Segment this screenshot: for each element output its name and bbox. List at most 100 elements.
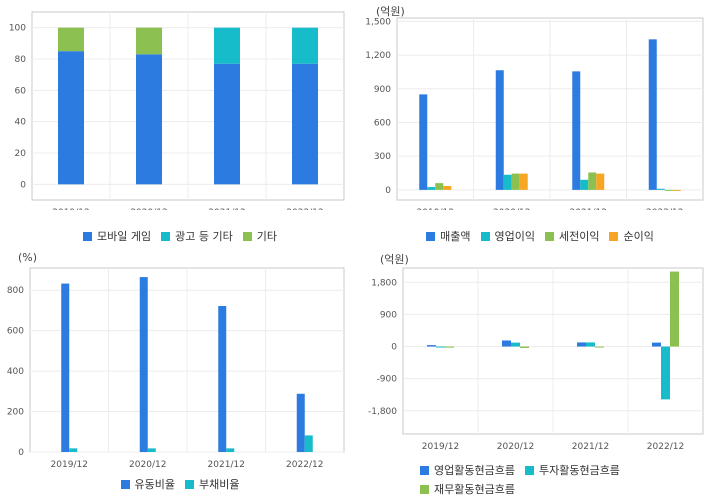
y-tick-label: 600 bbox=[7, 327, 24, 337]
legend-item[interactable]: 재무활동현금흐름 bbox=[420, 481, 515, 497]
bar-순이익-2020/12 bbox=[519, 173, 528, 190]
chart-revenue-mix-legend: 모바일 게임 광고 등 기타 기타 bbox=[10, 228, 350, 244]
bar-매출액-2019/12 bbox=[419, 94, 428, 190]
chart-ratios: (%) 0 200 400 600 800 2019/12 2020/12 2021/12 20… bbox=[0, 248, 360, 496]
y-tick-label: 200 bbox=[7, 408, 24, 418]
legend-label: 영업이익 bbox=[494, 230, 535, 243]
y-tick-label: -1,800 bbox=[368, 407, 397, 417]
legend-swatch bbox=[83, 231, 93, 241]
x-tick-label: 2021/12 bbox=[208, 460, 245, 468]
bar-유동비율-2022/12 bbox=[296, 393, 305, 452]
bar-투자활동현금흐름-2022/12 bbox=[661, 346, 670, 400]
legend-swatch bbox=[545, 231, 554, 241]
bar-세전이익-2022/12 bbox=[664, 189, 673, 191]
legend-label: 순이익 bbox=[623, 230, 654, 243]
bar-유동비율-2021/12 bbox=[218, 306, 227, 452]
y-tick-label: 300 bbox=[374, 152, 391, 162]
bar-세전이익-2019/12 bbox=[435, 183, 444, 190]
bar-영업이익-2020/12 bbox=[503, 174, 512, 190]
legend-item[interactable]: 영업활동현금흐름 bbox=[420, 462, 515, 478]
legend-swatch bbox=[609, 231, 619, 241]
y-tick-label: 0 bbox=[391, 343, 397, 353]
chart-income-plot: 0 300 600 900 1,200 1,500 2019/12 2020/12 2021/1… bbox=[365, 17, 704, 210]
legend-label: 영업활동현금흐름 bbox=[434, 464, 515, 477]
y-tick-label: 900 bbox=[380, 310, 397, 320]
bar-부채비율-2019/12 bbox=[69, 448, 78, 452]
legend-swatch bbox=[161, 231, 171, 241]
x-tick-label: 2021/12 bbox=[572, 442, 609, 452]
legend-swatch bbox=[420, 484, 429, 494]
chart-ratios-legend: 유동비율 부채비율 bbox=[10, 476, 350, 492]
legend-item[interactable]: 부채비율 bbox=[185, 476, 239, 492]
bar-모바일 게임-2022/12 bbox=[292, 63, 318, 185]
legend-swatch bbox=[524, 465, 534, 475]
x-tick-label: 2019/12 bbox=[422, 442, 459, 452]
y-tick-label: 800 bbox=[7, 286, 24, 296]
chart-cashflow-unit: (억원) bbox=[380, 253, 409, 266]
bar-재무활동현금흐름-2020/12 bbox=[520, 346, 529, 348]
bar-모바일 게임-2021/12 bbox=[214, 63, 240, 185]
legend-swatch bbox=[120, 479, 130, 489]
chart-income-legend: 매출액 영업이익 세전이익 순이익 bbox=[370, 228, 710, 244]
legend-item[interactable]: 투자활동현금흐름 bbox=[524, 462, 620, 478]
chart-revenue-mix: 0 20 40 60 80 100 2019/12 2020/12 2021/12 2022/12… bbox=[0, 0, 360, 248]
bar-광고 등 기타-2021/12 bbox=[214, 27, 240, 64]
legend-label: 투자활동현금흐름 bbox=[538, 464, 620, 477]
legend-item[interactable]: 모바일 게임 bbox=[83, 228, 151, 244]
x-tick-label: 2020/12 bbox=[497, 442, 534, 452]
bar-투자활동현금흐름-2019/12 bbox=[436, 346, 445, 348]
bar-모바일 게임-2019/12 bbox=[58, 51, 84, 185]
bar-영업활동현금흐름-2022/12 bbox=[652, 342, 661, 347]
bar-영업이익-2021/12 bbox=[580, 179, 589, 190]
legend-item[interactable]: 순이익 bbox=[609, 228, 654, 244]
y-tick-label: -900 bbox=[377, 375, 398, 385]
bar-영업이익-2022/12 bbox=[656, 188, 665, 190]
bar-부채비율-2022/12 bbox=[304, 435, 313, 452]
x-tick-label: 2021/12 bbox=[570, 208, 607, 210]
legend-swatch bbox=[242, 231, 252, 241]
legend-item[interactable]: 광고 등 기타 bbox=[161, 228, 233, 244]
x-tick-label: 2020/12 bbox=[130, 208, 167, 210]
y-tick-label: 60 bbox=[15, 86, 27, 96]
chart-ratios-plot: 0 200 400 600 800 2019/12 2020/12 2021/12 2022/1… bbox=[7, 267, 345, 468]
bar-광고 등 기타-2022/12 bbox=[292, 27, 318, 64]
legend-item[interactable]: 매출액 bbox=[426, 228, 471, 244]
bar-순이익-2019/12 bbox=[443, 185, 452, 190]
chart-income-unit: (억원) bbox=[376, 5, 405, 18]
x-tick-label: 2022/12 bbox=[286, 208, 323, 210]
bar-기타-2019/12 bbox=[58, 27, 84, 52]
bar-기타-2020/12 bbox=[136, 27, 162, 55]
legend-label: 매출액 bbox=[440, 230, 471, 243]
legend-label: 기타 bbox=[256, 230, 277, 243]
bar-매출액-2020/12 bbox=[495, 70, 504, 190]
y-tick-label: 0 bbox=[18, 448, 24, 458]
y-tick-label: 600 bbox=[374, 118, 391, 128]
y-tick-label: 900 bbox=[374, 85, 391, 95]
x-tick-label: 2020/12 bbox=[129, 460, 166, 468]
legend-swatch bbox=[480, 231, 490, 241]
bar-세전이익-2021/12 bbox=[588, 172, 597, 190]
bar-영업활동현금흐름-2021/12 bbox=[577, 342, 586, 347]
bar-재무활동현금흐름-2019/12 bbox=[445, 346, 454, 348]
bar-세전이익-2020/12 bbox=[511, 173, 520, 190]
y-tick-label: 400 bbox=[7, 367, 24, 377]
bar-유동비율-2020/12 bbox=[139, 277, 148, 452]
y-tick-label: 1,800 bbox=[371, 278, 397, 288]
bar-투자활동현금흐름-2021/12 bbox=[586, 342, 595, 347]
legend-item[interactable]: 유동비율 bbox=[120, 476, 175, 492]
legend-label: 세전이익 bbox=[559, 230, 600, 243]
legend-item[interactable]: 기타 bbox=[242, 228, 277, 244]
x-tick-label: 2022/12 bbox=[286, 460, 323, 468]
bar-영업활동현금흐름-2019/12 bbox=[427, 345, 436, 347]
chart-cashflow-plot: -1,800 -900 0 900 1,800 2019/12 2020/12 2021/12… bbox=[368, 267, 704, 452]
bar-모바일 게임-2020/12 bbox=[136, 54, 162, 185]
y-tick-label: 0 bbox=[20, 180, 26, 190]
x-tick-label: 2020/12 bbox=[493, 208, 530, 210]
legend-item[interactable]: 세전이익 bbox=[545, 228, 599, 244]
legend-item[interactable]: 영업이익 bbox=[480, 228, 535, 244]
y-tick-label: 80 bbox=[15, 55, 27, 65]
legend-label: 부채비율 bbox=[199, 478, 240, 491]
bar-영업이익-2019/12 bbox=[427, 187, 436, 190]
y-tick-label: 1,200 bbox=[365, 51, 391, 61]
bar-투자활동현금흐름-2020/12 bbox=[511, 342, 520, 347]
